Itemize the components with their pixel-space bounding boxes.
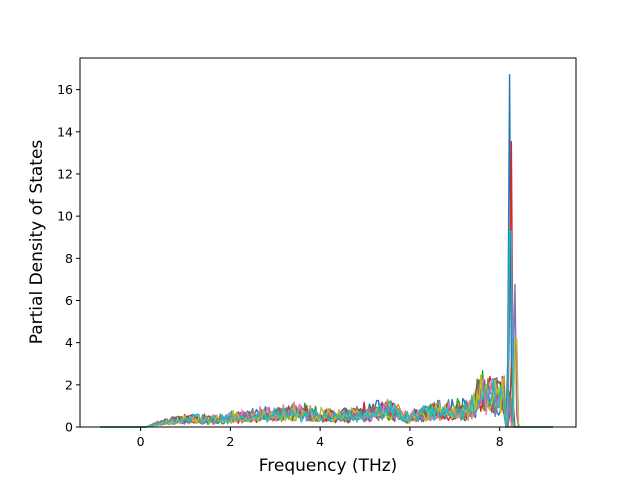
- x-axis: 0 2 4 6 8: [137, 427, 504, 449]
- y-tick-label: 6: [65, 293, 73, 308]
- x-tick-label: 4: [316, 434, 324, 449]
- series-line: [100, 231, 553, 428]
- y-tick-label: 16: [57, 82, 73, 97]
- x-axis-label: Frequency (THz): [259, 456, 398, 476]
- series-line: [100, 363, 553, 428]
- x-tick-label: 8: [496, 434, 504, 449]
- x-tick-label: 0: [137, 434, 145, 449]
- series-line: [100, 283, 553, 428]
- y-tick-label: 8: [65, 251, 73, 266]
- x-tick-label: 6: [406, 434, 414, 449]
- y-tick-label: 0: [65, 420, 73, 435]
- series-layer: [100, 74, 553, 428]
- y-tick-label: 14: [57, 124, 73, 139]
- x-tick-label: 2: [226, 434, 234, 449]
- y-tick-label: 12: [57, 166, 73, 181]
- y-axis: 0 2 4 6 8 10 12 14 16: [57, 82, 80, 435]
- y-axis-label: Partial Density of States: [27, 140, 47, 345]
- y-tick-label: 2: [65, 377, 73, 392]
- series-line: [100, 74, 553, 428]
- y-tick-label: 4: [65, 335, 73, 350]
- plot-frame: [79, 57, 577, 428]
- y-tick-label: 10: [57, 209, 73, 224]
